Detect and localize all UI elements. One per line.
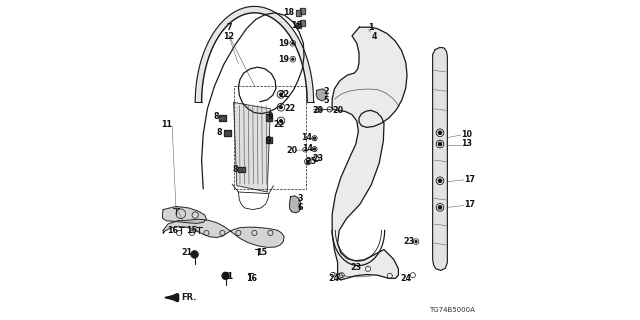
Circle shape: [438, 131, 442, 134]
Circle shape: [314, 148, 316, 150]
Text: 18: 18: [284, 8, 294, 17]
Polygon shape: [296, 10, 301, 16]
Text: 24: 24: [328, 274, 339, 283]
Text: 22: 22: [274, 120, 285, 129]
Text: 21: 21: [181, 248, 192, 257]
Text: 23: 23: [403, 237, 415, 246]
Text: 18: 18: [291, 21, 302, 30]
Text: 22: 22: [278, 90, 290, 99]
Polygon shape: [316, 89, 327, 101]
Text: TG74B5000A: TG74B5000A: [429, 308, 475, 313]
Polygon shape: [266, 114, 272, 121]
Polygon shape: [332, 27, 407, 280]
Text: 20: 20: [287, 146, 298, 155]
Text: 7: 7: [226, 23, 232, 32]
Text: 12: 12: [223, 32, 234, 41]
Text: FR.: FR.: [181, 293, 196, 302]
Text: 8: 8: [233, 165, 239, 174]
Text: 22: 22: [285, 104, 296, 113]
Text: 19: 19: [278, 39, 290, 48]
Circle shape: [280, 93, 282, 96]
Circle shape: [438, 206, 442, 209]
Text: 9: 9: [266, 136, 271, 145]
Polygon shape: [238, 167, 245, 172]
Polygon shape: [163, 206, 206, 223]
Text: 20: 20: [312, 106, 323, 115]
Polygon shape: [165, 294, 179, 301]
Polygon shape: [433, 47, 447, 270]
Text: 20: 20: [333, 106, 344, 115]
Circle shape: [292, 58, 294, 60]
Circle shape: [415, 241, 417, 243]
Polygon shape: [296, 23, 301, 28]
Text: 10: 10: [461, 130, 472, 139]
Circle shape: [307, 160, 309, 163]
Text: 11: 11: [161, 120, 172, 129]
Polygon shape: [290, 196, 301, 213]
Polygon shape: [300, 8, 305, 14]
Text: 5: 5: [323, 96, 329, 105]
Polygon shape: [234, 102, 270, 192]
Text: 17: 17: [464, 200, 475, 209]
Circle shape: [314, 137, 316, 139]
Text: 15: 15: [256, 248, 267, 257]
Text: 24: 24: [400, 274, 412, 283]
Circle shape: [280, 120, 282, 122]
Text: 15: 15: [186, 226, 197, 235]
Text: 1: 1: [368, 23, 374, 32]
Text: 16: 16: [246, 274, 257, 283]
Text: 9: 9: [268, 112, 273, 121]
Text: 4: 4: [371, 32, 377, 41]
Text: 25: 25: [306, 157, 317, 166]
Polygon shape: [195, 6, 314, 102]
Text: 14: 14: [303, 144, 314, 153]
Circle shape: [280, 106, 282, 108]
Text: 13: 13: [461, 140, 472, 148]
Text: 14: 14: [301, 133, 312, 142]
Text: 19: 19: [278, 55, 290, 64]
Text: 3: 3: [298, 194, 303, 203]
Circle shape: [191, 251, 198, 258]
Polygon shape: [224, 130, 231, 136]
Circle shape: [438, 179, 442, 182]
Text: 16: 16: [167, 226, 178, 235]
Circle shape: [222, 272, 230, 280]
Polygon shape: [163, 219, 284, 247]
Text: 23: 23: [351, 263, 362, 272]
Text: 8: 8: [214, 112, 219, 121]
Polygon shape: [300, 20, 305, 26]
Text: 8: 8: [217, 128, 223, 137]
Polygon shape: [219, 115, 226, 121]
Polygon shape: [266, 137, 272, 143]
Text: 6: 6: [298, 204, 303, 212]
Text: 21: 21: [223, 272, 234, 281]
Circle shape: [292, 42, 294, 44]
Circle shape: [438, 142, 442, 146]
Text: 2: 2: [323, 87, 329, 96]
Text: 17: 17: [464, 175, 475, 184]
Text: 23: 23: [312, 154, 323, 163]
